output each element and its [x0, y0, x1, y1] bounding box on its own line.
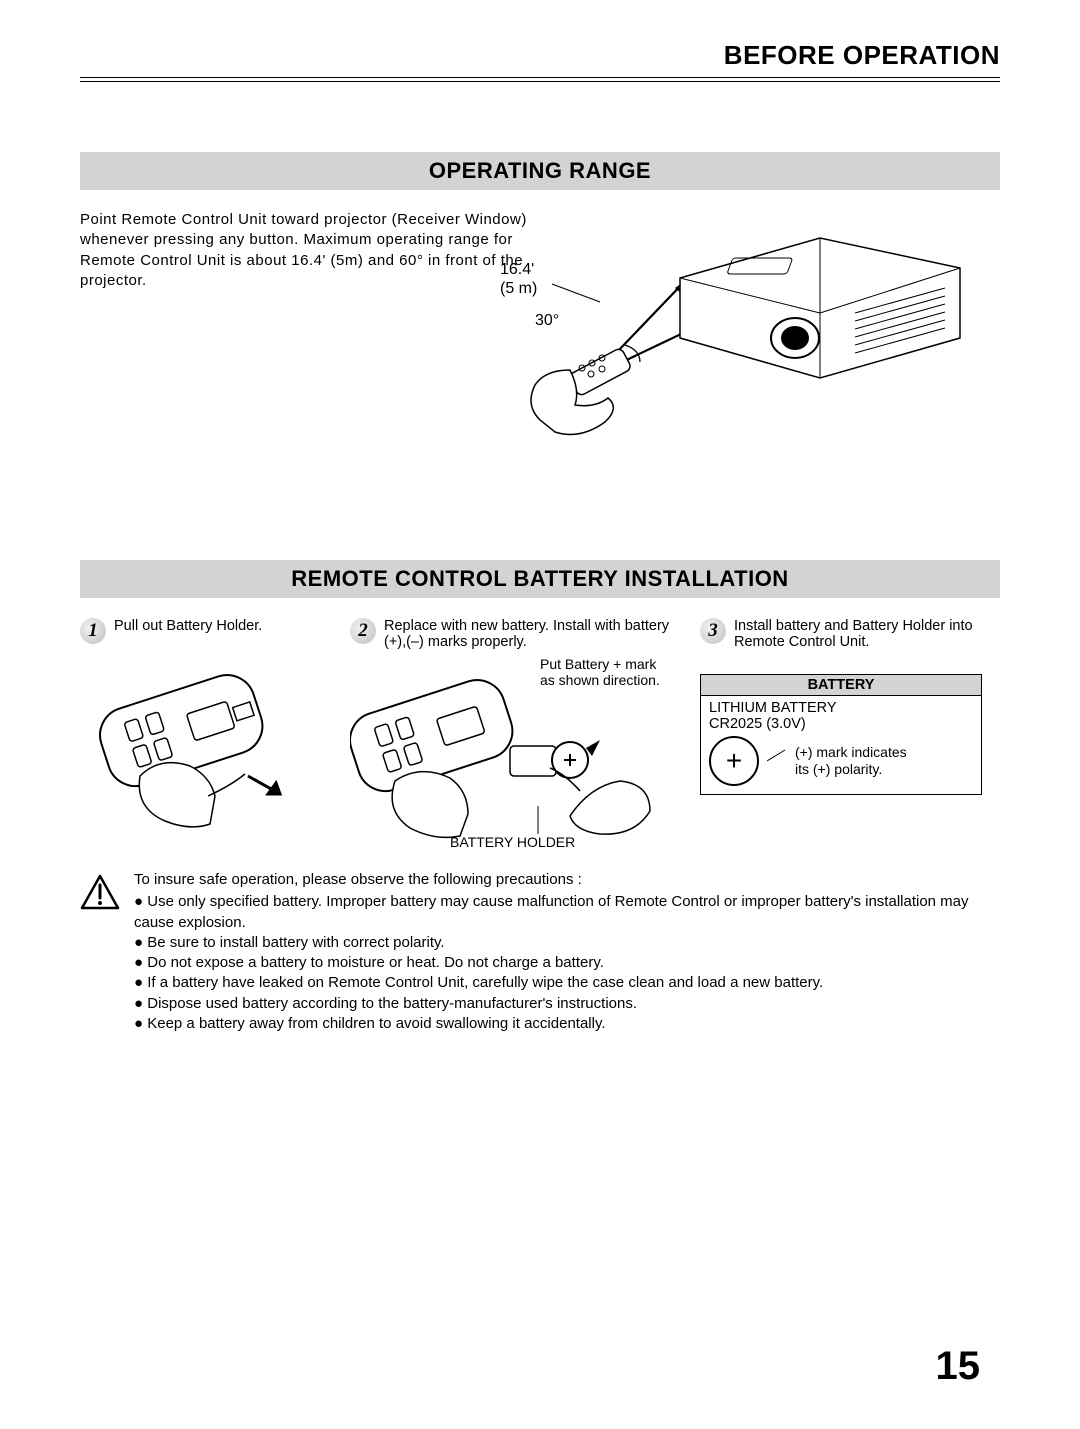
- header-rule: [80, 77, 1000, 82]
- illustration-2: Put Battery + mark as shown direction.: [350, 656, 700, 856]
- step-3-text: Install battery and Battery Holder into …: [734, 618, 1000, 650]
- section-bar-operating: OPERATING RANGE: [80, 152, 1000, 190]
- precautions-lead: To insure safe operation, please observe…: [134, 870, 1000, 890]
- step2-sub2: as shown direction.: [540, 672, 660, 688]
- battery-info-box: BATTERY LITHIUM BATTERY CR2025 (3.0V) + …: [700, 674, 982, 795]
- precautions-text: To insure safe operation, please observe…: [134, 870, 1000, 1034]
- section-battery: REMOTE CONTROL BATTERY INSTALLATION 1 Pu…: [80, 560, 1000, 1034]
- step2-sublabel-b: BATTERY HOLDER: [450, 834, 575, 850]
- step-num-2: 2: [350, 618, 376, 644]
- battery-box-col: BATTERY LITHIUM BATTERY CR2025 (3.0V) + …: [700, 656, 1000, 856]
- operating-range-diagram: 16.4' (5 m) 30° 30°: [480, 210, 1020, 500]
- steps-row: 1 Pull out Battery Holder. 2 Replace wit…: [80, 618, 1000, 650]
- battery-box-header: BATTERY: [701, 675, 981, 696]
- section-bar-battery: REMOTE CONTROL BATTERY INSTALLATION: [80, 560, 1000, 598]
- precaution-item: Be sure to install battery with correct …: [134, 933, 1000, 953]
- illustration-row: Put Battery + mark as shown direction.: [80, 656, 1000, 856]
- step-1-text: Pull out Battery Holder.: [114, 618, 262, 634]
- plus-mark-icon: +: [709, 736, 759, 786]
- step-2: 2 Replace with new battery. Install with…: [350, 618, 690, 650]
- step-3: 3 Install battery and Battery Holder int…: [700, 618, 1000, 650]
- leader-line-icon: [767, 738, 787, 784]
- step-2-text: Replace with new battery. Install with b…: [384, 618, 690, 650]
- battery-note2: its (+) polarity.: [795, 761, 882, 777]
- precautions-block: To insure safe operation, please observe…: [80, 870, 1000, 1034]
- battery-line2: CR2025 (3.0V): [709, 716, 973, 732]
- warning-icon: [80, 874, 120, 1034]
- step-num-3: 3: [700, 618, 726, 644]
- page-number: 15: [80, 1344, 1000, 1389]
- precaution-item: Keep a battery away from children to avo…: [134, 1014, 1000, 1034]
- precaution-item: Use only specified battery. Improper bat…: [134, 892, 1000, 933]
- projector-illustration: [480, 210, 1020, 500]
- precaution-item: If a battery have leaked on Remote Contr…: [134, 973, 1000, 993]
- page-container: BEFORE OPERATION OPERATING RANGE Point R…: [40, 0, 1040, 1429]
- header-title: BEFORE OPERATION: [80, 40, 1000, 71]
- step2-sublabel-a: Put Battery + mark as shown direction.: [540, 656, 660, 688]
- step-num-1: 1: [80, 618, 106, 644]
- battery-note: (+) mark indicates its (+) polarity.: [795, 744, 907, 778]
- step2-sub1: Put Battery + mark: [540, 656, 656, 672]
- precaution-item: Dispose used battery according to the ba…: [134, 994, 1000, 1014]
- step-1: 1 Pull out Battery Holder.: [80, 618, 340, 644]
- precaution-item: Do not expose a battery to moisture or h…: [134, 953, 1000, 973]
- precautions-list: Use only specified battery. Improper bat…: [134, 892, 1000, 1034]
- battery-line1: LITHIUM BATTERY: [709, 700, 973, 716]
- illustration-1: [80, 656, 350, 856]
- operating-range-block: Point Remote Control Unit toward project…: [80, 210, 1000, 510]
- battery-note1: (+) mark indicates: [795, 744, 907, 760]
